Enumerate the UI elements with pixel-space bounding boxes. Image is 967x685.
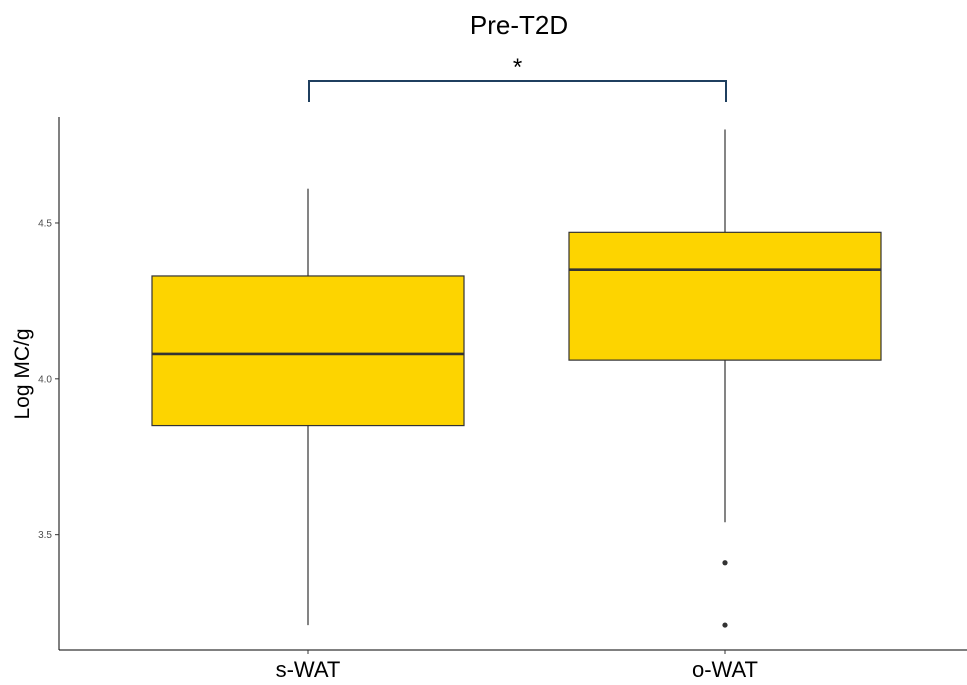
outlier-point — [722, 560, 728, 566]
box-o-wat — [568, 231, 882, 361]
y-ticks: 3.5 4.0 4.5 — [38, 218, 59, 541]
y-tick-label: 3.5 — [38, 530, 52, 541]
x-ticks: s-WAT o-WAT — [276, 650, 758, 682]
x-tick-label: s-WAT — [276, 657, 341, 682]
outlier-point — [722, 622, 728, 628]
y-tick-label: 4.0 — [38, 374, 52, 385]
significance-bracket — [308, 80, 727, 102]
chart-title: Pre-T2D — [470, 10, 568, 40]
significance-group: * — [308, 54, 727, 102]
significance-label: * — [513, 54, 522, 81]
x-tick-label: o-WAT — [692, 657, 758, 682]
box-s-wat — [151, 275, 465, 427]
boxes-group — [151, 129, 882, 628]
y-axis-label: Log MC/g — [11, 328, 34, 419]
y-tick-label: 4.5 — [38, 218, 52, 229]
